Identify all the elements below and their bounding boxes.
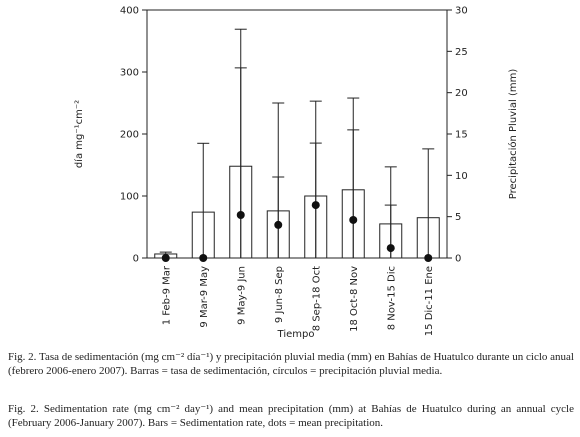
y-tick-label: 300: [120, 68, 139, 79]
y-axis-label: día mg⁻¹cm⁻²: [73, 100, 85, 168]
y-tick-label: 100: [120, 192, 139, 203]
x-tick-label: 9 Jun-8 Sep: [274, 266, 285, 323]
dot: [349, 215, 358, 224]
dot: [161, 254, 170, 262]
y2-tick-label: 0: [455, 254, 461, 265]
x-tick-label: 15 Dic-11 Ene: [424, 266, 435, 336]
dot: [274, 220, 283, 229]
dot: [199, 254, 208, 262]
x-tick-label: 18 Oct-8 Nov: [349, 266, 360, 332]
y-tick-label: 0: [133, 254, 139, 265]
y-tick-label: 400: [120, 6, 139, 17]
y-tick-label: 200: [120, 130, 139, 141]
chart: Tiempo día mg⁻¹cm⁻² Precipitación Pluvia…: [73, 6, 519, 341]
y2-tick-label: 25: [455, 47, 468, 58]
y2-axis-label: Precipitación Pluvial (mm): [507, 69, 519, 200]
y2-tick-label: 20: [455, 88, 468, 99]
y2-tick-label: 10: [455, 171, 468, 182]
dot: [424, 254, 433, 262]
y2-tick-label: 5: [455, 212, 461, 223]
x-axis-label: Tiempo: [277, 329, 315, 340]
x-tick-label: 1 Feb-9 Mar: [161, 265, 172, 325]
dot: [386, 244, 395, 253]
caption-en: Fig. 2. Sedimentation rate (mg cm⁻² day⁻…: [8, 403, 574, 429]
dot: [236, 211, 245, 220]
y2-tick-label: 30: [455, 6, 468, 17]
dot: [311, 201, 320, 210]
x-tick-label: 8 Nov-15 Dic: [386, 266, 397, 330]
x-tick-label: 9 Mar-9 May: [199, 266, 210, 328]
x-tick-label: 9 May-9 Jun: [236, 266, 247, 325]
x-tick-label: 8 Sep-18 Oct: [311, 266, 322, 331]
caption-es: Fig. 2. Tasa de sedimentación (mg cm⁻² d…: [8, 351, 574, 377]
y2-tick-label: 15: [455, 130, 468, 141]
